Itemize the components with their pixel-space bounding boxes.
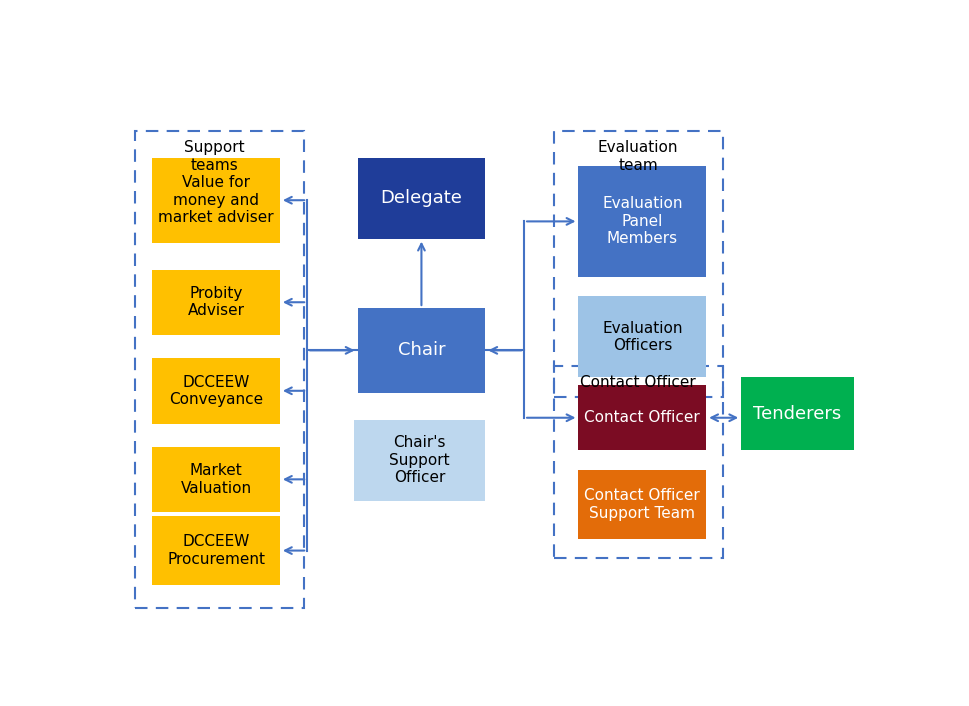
Bar	[578, 166, 706, 277]
Bar	[152, 158, 280, 243]
Text: Support
teams: Support teams	[184, 140, 244, 172]
Text: DCCEEW
Procurement: DCCEEW Procurement	[167, 534, 266, 567]
Bar	[578, 469, 706, 539]
Bar	[152, 447, 280, 512]
Bar	[578, 297, 706, 377]
Text: Contact Officer
Support Team: Contact Officer Support Team	[584, 488, 701, 520]
Text: Evaluation
team: Evaluation team	[598, 140, 678, 172]
Text: Contact Officer: Contact Officer	[580, 375, 696, 390]
Text: Chair: Chair	[397, 342, 445, 359]
Bar	[135, 131, 304, 609]
Text: Chair's
Support
Officer: Chair's Support Officer	[390, 435, 450, 485]
Text: Tenderers: Tenderers	[753, 405, 841, 423]
Bar	[578, 385, 706, 450]
Bar	[741, 377, 854, 450]
Bar	[358, 308, 485, 393]
Bar	[553, 366, 723, 558]
Text: Evaluation
Officers: Evaluation Officers	[602, 321, 682, 353]
Bar	[152, 270, 280, 335]
Bar	[152, 516, 280, 585]
Text: Probity
Adviser: Probity Adviser	[188, 286, 244, 318]
Bar	[553, 131, 723, 397]
Bar	[152, 358, 280, 424]
Text: DCCEEW
Conveyance: DCCEEW Conveyance	[169, 375, 264, 407]
Bar	[358, 158, 485, 239]
Bar	[354, 419, 485, 501]
Text: Delegate: Delegate	[381, 189, 462, 208]
Text: Contact Officer: Contact Officer	[584, 410, 701, 425]
Text: Market
Valuation: Market Valuation	[180, 463, 252, 496]
Text: Evaluation
Panel
Members: Evaluation Panel Members	[602, 196, 682, 246]
Text: Value for
money and
market adviser: Value for money and market adviser	[158, 175, 274, 225]
